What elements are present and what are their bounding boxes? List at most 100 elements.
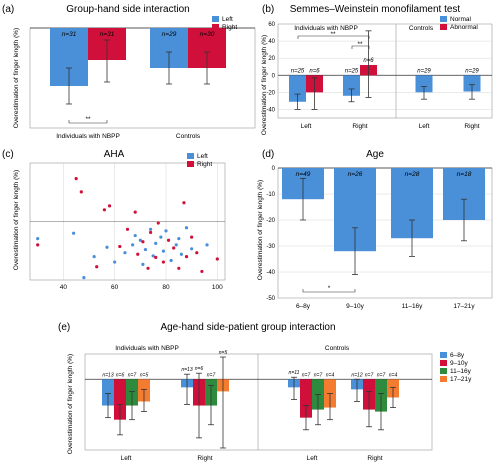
- bar-0-0: [102, 379, 114, 406]
- n-label-1-2: n=7: [302, 372, 311, 378]
- point-left-1: [72, 231, 76, 235]
- y-tick-label: 60: [268, 22, 275, 28]
- n-label-0-3: n=12: [351, 372, 362, 378]
- n-label-normal-1: n=25: [345, 68, 359, 74]
- panel-c-label: (c): [2, 149, 14, 160]
- legend-swatch-c-1: [187, 161, 194, 167]
- point-right-17: [172, 246, 176, 250]
- point-left-14: [154, 241, 158, 245]
- point-left-3: [92, 255, 96, 259]
- point-right-12: [148, 230, 153, 235]
- legend-swatch-e-2: [440, 368, 447, 374]
- n-label-0-2: n=11: [289, 370, 300, 376]
- point-left-20: [177, 237, 181, 241]
- panel-b: (b) Semmes–Weinstein monofilament test O…: [261, 4, 493, 135]
- x-tick-label: Controls: [176, 133, 201, 140]
- y-tick-label: 40: [268, 39, 275, 45]
- sig-bracket: [68, 120, 108, 124]
- x-tick-label: Right: [464, 123, 479, 130]
- point-right-15: [161, 260, 166, 264]
- sig-marker: **: [85, 116, 91, 123]
- panel-d-ylabel: Overestimation of finger length (%): [257, 180, 264, 280]
- y-tick-label: -30: [266, 244, 275, 250]
- point-left-21: [179, 252, 183, 256]
- panel-b-group-2: Controls: [409, 25, 434, 32]
- point-left-11: [143, 247, 148, 252]
- sig-bracket: [302, 289, 356, 293]
- bar-1-0: [114, 379, 126, 420]
- x-tick-label: 6–8y: [296, 303, 311, 310]
- y-tick-label: -20: [266, 90, 275, 96]
- point-right-3: [95, 265, 99, 269]
- point-right-21: [190, 235, 194, 239]
- n-label-2-3: n=7: [377, 372, 386, 378]
- sig-marker-1: **: [330, 31, 336, 38]
- panel-b-label: (b): [262, 4, 274, 15]
- sig-marker: *: [328, 285, 331, 292]
- point-right-22: [195, 251, 199, 255]
- panel-b-ylabel: Overestimation of finger length (%): [261, 35, 268, 135]
- sig-bracket-1: [297, 35, 370, 39]
- point-right-14: [156, 221, 160, 225]
- point-left-24: [205, 243, 209, 247]
- bar-normal-2: [415, 75, 433, 93]
- point-right-2: [79, 190, 83, 194]
- n-label-3-0: n=5: [140, 372, 149, 378]
- point-right-20: [184, 255, 189, 259]
- plot-frame: [84, 353, 433, 451]
- n-label-2-1: n=7: [207, 372, 216, 378]
- n-label-0-0: n=13: [102, 372, 113, 378]
- legend-label-e-2: 11–16y: [450, 368, 472, 375]
- panel-c-title: AHA: [104, 149, 125, 160]
- point-left-17: [164, 229, 168, 233]
- point-left-13: [151, 254, 155, 258]
- n-label-left-0: n=31: [62, 31, 77, 38]
- point-right-11: [146, 266, 150, 270]
- point-right-18: [177, 266, 181, 270]
- y-tick-label: -10: [266, 192, 275, 198]
- point-right-4: [102, 208, 107, 212]
- point-right-6: [118, 244, 122, 249]
- point-right-0: [36, 243, 40, 247]
- point-right-1: [74, 177, 78, 181]
- n-label-normal-3: n=29: [465, 68, 479, 74]
- bar-normal-3: [463, 75, 481, 92]
- point-left-7: [131, 243, 135, 247]
- x-tick-label: Right: [352, 123, 367, 130]
- point-right-7: [125, 227, 130, 231]
- n-label-1-0: n=6: [116, 372, 125, 378]
- point-right-16: [166, 238, 171, 242]
- point-left-16: [161, 249, 166, 253]
- n-label-1-1: n=6: [195, 366, 204, 372]
- bar-1-2: [300, 379, 312, 418]
- n-label-3-2: n=4: [326, 372, 335, 378]
- point-left-10: [141, 262, 145, 266]
- sig-marker-2: **: [357, 41, 363, 48]
- legend-label-e-1: 9–10y: [450, 360, 468, 367]
- n-label-abnormal-0: n=6: [309, 68, 320, 74]
- n-label-normal-2: n=29: [417, 68, 431, 74]
- panel-a-title: Group-hand side interaction: [66, 4, 189, 15]
- y-tick-label: -50: [266, 296, 275, 302]
- panel-d-title: Age: [366, 149, 384, 160]
- legend-swatch-b-0: [440, 16, 447, 22]
- point-left-9: [138, 238, 142, 242]
- point-left-6: [123, 251, 127, 255]
- point-left-0: [36, 237, 40, 241]
- point-right-10: [141, 240, 145, 244]
- point-right-19: [182, 201, 186, 205]
- point-left-18: [169, 258, 173, 263]
- n-label-right-0: n=31: [100, 31, 115, 38]
- n-label-3-1: n=5: [219, 350, 228, 356]
- point-right-13: [154, 255, 158, 259]
- x-tick-label: Left: [419, 123, 430, 130]
- panel-e-group-2: Controls: [325, 345, 350, 352]
- n-label-age-3: n=18: [457, 171, 472, 178]
- sig-bracket-2: [351, 45, 370, 49]
- legend-label-b-1: Abnormal: [450, 24, 478, 31]
- point-right-23: [200, 269, 204, 274]
- bar-normal-1: [343, 75, 360, 96]
- point-left-12: [148, 227, 153, 231]
- x-tick-label: Right: [197, 455, 212, 462]
